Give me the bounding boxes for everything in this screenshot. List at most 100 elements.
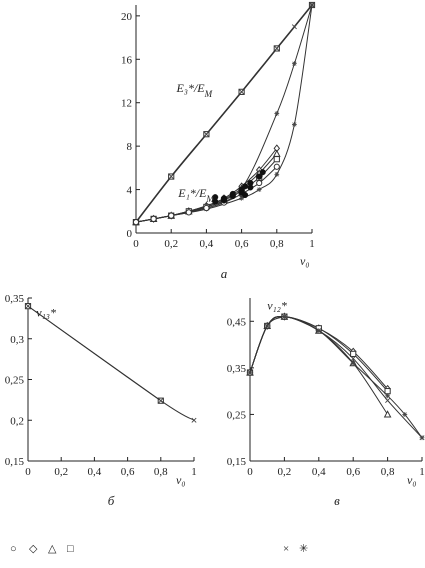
data-point: [239, 195, 244, 201]
legend-symbol: ×: [283, 543, 289, 555]
series-line: [249, 315, 423, 439]
data-point: [247, 370, 253, 375]
y-tick-label: 0,45: [227, 316, 247, 328]
y-tick-label: 0,2: [10, 415, 24, 427]
series-annotation: E₁*/EM: [177, 186, 214, 204]
x-tick-label: 0,6: [121, 466, 135, 478]
y-tick-label: 0,15: [227, 456, 247, 468]
y-tick-label: 0,25: [5, 375, 25, 387]
data-point: [385, 397, 391, 403]
x-tick-label: 0,4: [312, 466, 326, 478]
data-point: [247, 184, 254, 191]
x-tick-label: 0,4: [200, 238, 214, 250]
chart-panel-a: 0 0,2 0,4 0,6 0,8 1 0 4 8 12 16 20 v₀ а E₃*/EM E₁*/EM: [121, 1, 316, 281]
panel-caption: в: [334, 493, 340, 508]
x-tick-label: 0,2: [278, 466, 292, 478]
data-point: [229, 193, 236, 200]
data-point: [316, 328, 322, 333]
y-tick-label: 0,35: [227, 363, 247, 375]
x-axis-label: v₀: [300, 254, 310, 268]
data-point: [168, 212, 175, 219]
data-point: [158, 398, 164, 404]
data-point: [259, 169, 266, 176]
data-point: [274, 45, 280, 51]
data-point: [292, 61, 297, 67]
x-tick-label: 0,4: [88, 466, 102, 478]
series-line: [135, 4, 313, 223]
data-point: [132, 219, 140, 226]
chart-panel-b: 0 0,2 0,4 0,6 0,8 1 0,15 0,2 0,25 0,3 0,35 v₀ б v₁₃*: [5, 293, 197, 508]
data-point: [273, 163, 280, 170]
y-tick-label: 0,35: [5, 293, 25, 305]
series-annotation: v₁₃*: [36, 306, 56, 320]
panel-caption: а: [221, 266, 228, 281]
data-point: [212, 194, 219, 201]
series-annotation: E₃*/EM: [175, 81, 212, 99]
data-point: [150, 215, 157, 222]
data-point: [309, 2, 315, 8]
data-point: [384, 388, 391, 395]
legend-symbols: ○ ◇ △ □ × ✳: [10, 543, 308, 555]
x-tick-label: 0,2: [164, 238, 178, 250]
data-point: [191, 417, 197, 423]
x-axis-label: v₀: [407, 473, 417, 487]
data-point: [220, 197, 228, 204]
data-point: [383, 410, 392, 418]
legend-symbol: ◇: [29, 543, 38, 555]
data-point: [274, 171, 280, 177]
data-point: [264, 323, 270, 329]
data-point: [274, 111, 280, 116]
data-point: [168, 174, 174, 180]
x-tick-label: 0,2: [54, 466, 68, 478]
data-point: [291, 24, 297, 30]
x-tick-label: 0: [25, 466, 31, 478]
x-tick-label: 1: [419, 466, 425, 478]
y-tick-label: 20: [121, 11, 133, 23]
y-tick-label: 0: [127, 228, 133, 240]
data-point: [402, 412, 408, 417]
x-tick-label: 1: [309, 238, 315, 250]
y-tick-label: 4: [127, 185, 133, 197]
data-point: [242, 183, 249, 190]
data-point: [203, 131, 209, 137]
x-axis-label: v₀: [176, 473, 186, 487]
series-line: [27, 305, 195, 421]
legend-symbol: △: [48, 543, 57, 555]
x-tick-label: 1: [191, 466, 197, 478]
x-tick-label: 0,8: [270, 238, 284, 250]
data-point: [203, 204, 210, 212]
chart-panel-c: 0 0,2 0,4 0,6 0,8 1 0,15 0,25 0,35 0,45 v₀ в v₁₂*: [227, 298, 425, 508]
legend-symbol: ○: [10, 543, 17, 555]
y-tick-label: 8: [127, 141, 133, 153]
y-tick-label: 0,25: [227, 409, 247, 421]
data-point: [239, 89, 245, 95]
data-point: [292, 122, 297, 127]
data-point: [282, 314, 287, 320]
x-tick-label: 0,8: [154, 466, 168, 478]
data-point: [350, 350, 357, 357]
data-point: [256, 179, 263, 187]
data-point: [256, 173, 263, 180]
series-line: [249, 315, 423, 439]
data-point: [242, 191, 249, 199]
y-tick-label: 16: [121, 54, 133, 66]
legend-symbol: □: [67, 543, 74, 555]
y-tick-label: 0,3: [10, 334, 24, 346]
x-tick-label: 0: [133, 238, 139, 250]
data-point: [256, 187, 262, 192]
panel-caption: б: [108, 493, 115, 508]
x-tick-label: 0,6: [346, 466, 360, 478]
series-annotation: v₁₂*: [267, 299, 287, 313]
legend-symbol: ✳: [299, 543, 308, 555]
data-point: [385, 393, 390, 399]
y-tick-label: 0,15: [5, 456, 25, 468]
x-tick-label: 0,6: [235, 238, 249, 250]
data-point: [350, 356, 356, 362]
data-point: [350, 360, 356, 366]
x-tick-label: 0,8: [381, 466, 395, 478]
data-point: [185, 209, 192, 216]
y-tick-label: 12: [121, 98, 132, 110]
data-point: [273, 156, 280, 163]
data-point: [25, 303, 31, 309]
